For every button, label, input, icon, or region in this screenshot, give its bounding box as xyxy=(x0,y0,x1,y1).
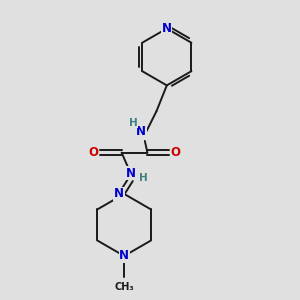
Text: N: N xyxy=(126,167,136,180)
Text: N: N xyxy=(119,250,129,262)
Text: N: N xyxy=(114,188,124,200)
Text: H: H xyxy=(129,118,138,128)
Text: N: N xyxy=(162,22,172,35)
Text: CH₃: CH₃ xyxy=(114,282,134,292)
Text: O: O xyxy=(88,146,98,159)
Text: O: O xyxy=(171,146,181,159)
Text: H: H xyxy=(139,173,148,183)
Text: N: N xyxy=(136,125,146,138)
